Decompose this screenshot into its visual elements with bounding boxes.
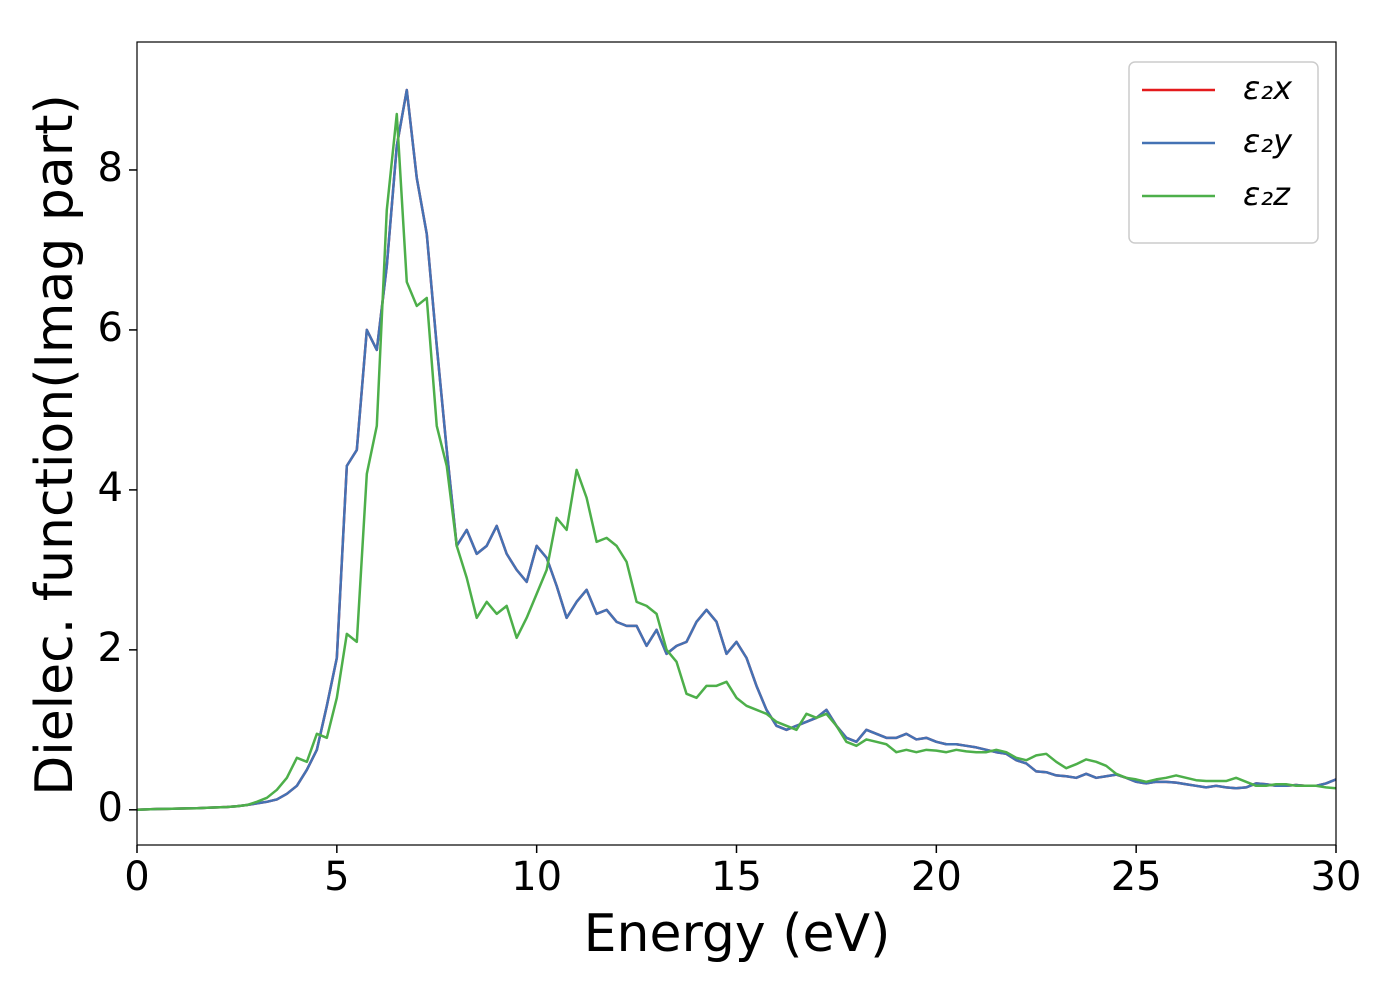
plot-frame	[136, 41, 1337, 846]
x-tick-label: 25	[1111, 854, 1162, 900]
x-tick-label: 5	[324, 854, 349, 900]
legend-box	[1128, 61, 1319, 244]
y-tick-label: 8	[98, 145, 123, 191]
y-tick-label: 6	[98, 305, 123, 351]
y-tick-label: 4	[98, 465, 123, 511]
x-tick-label: 20	[911, 854, 962, 900]
x-tick-label: 15	[711, 854, 762, 900]
y-axis-label: Dielec. function(Imag part)	[25, 94, 85, 796]
series-line	[137, 112, 1336, 812]
legend-text: ε₂y	[1243, 122, 1293, 160]
series-line	[137, 88, 1336, 812]
x-tick-label: 10	[511, 854, 562, 900]
legend-text: ε₂x	[1243, 69, 1293, 107]
y-tick-label: 0	[98, 785, 123, 831]
legend-text: ε₂z	[1243, 175, 1291, 213]
x-axis-label: Energy (eV)	[584, 904, 891, 964]
y-tick-label: 2	[98, 625, 123, 671]
x-tick-label: 30	[1311, 854, 1362, 900]
x-tick-label: 0	[124, 854, 149, 900]
